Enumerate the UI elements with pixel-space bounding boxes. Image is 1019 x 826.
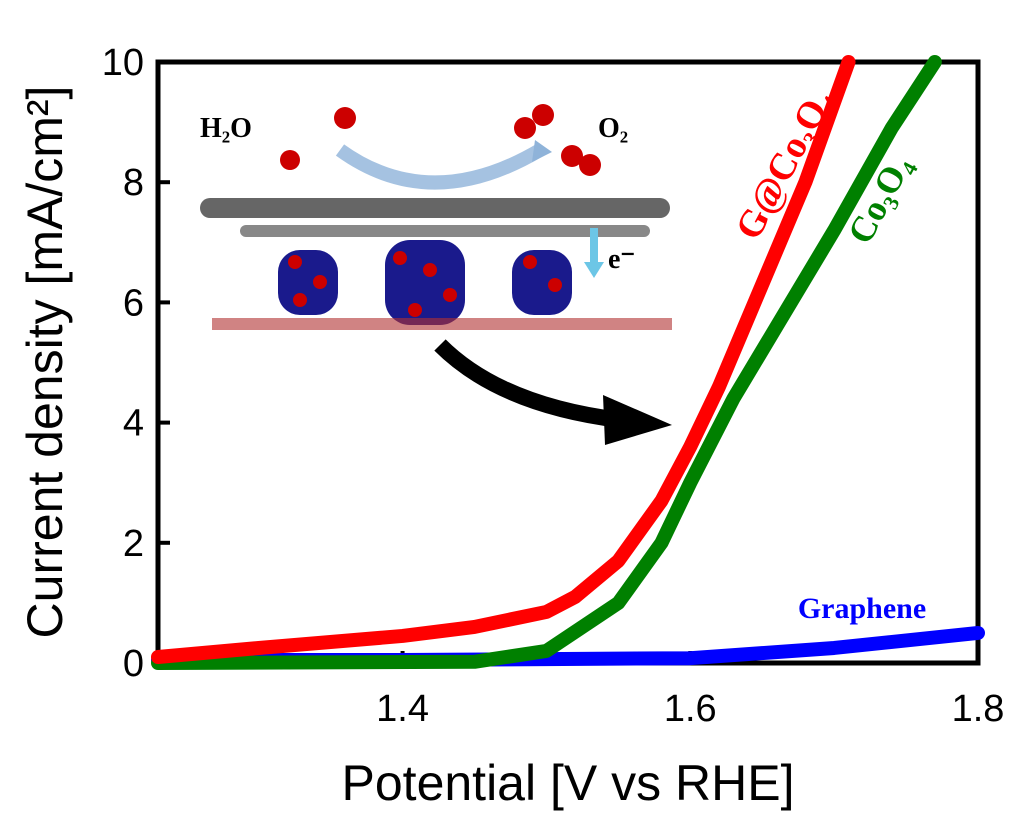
inset-label: H₂O [200,113,252,144]
series-line [151,55,942,670]
series-label: Graphene [798,592,926,625]
y-tick-label: 10 [102,42,144,84]
x-tick-label: 1.6 [664,688,717,730]
y-tick-label: 8 [123,162,144,204]
inset-illustration [200,104,672,445]
y-tick-label: 4 [123,403,144,445]
x-axis-label: Potential [V vs RHE] [342,755,795,811]
y-tick-label: 6 [123,282,144,324]
y-tick-label: 2 [123,523,144,565]
series-line [151,55,856,664]
inset-label: O₂ [598,113,628,144]
y-tick-label: 0 [123,643,144,685]
x-tick-label: 1.4 [376,688,429,730]
y-axis-label: Current density [mA/cm²] [17,86,73,639]
inset-label: e⁻ [608,244,635,275]
x-tick-label: 1.8 [952,688,1005,730]
